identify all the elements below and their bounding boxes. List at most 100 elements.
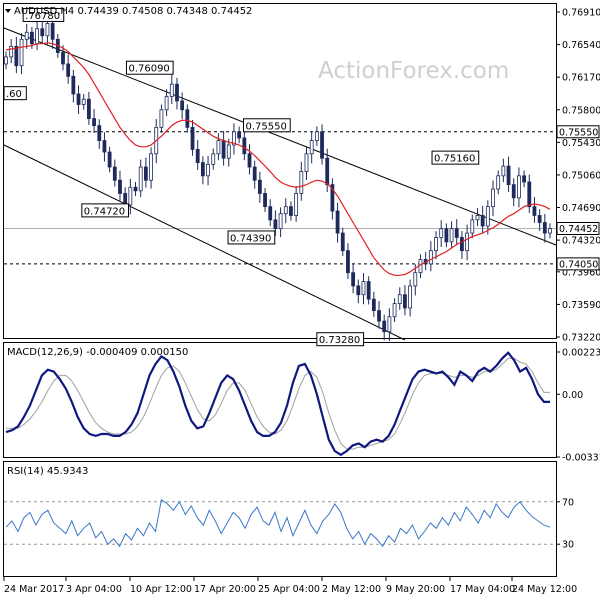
candle-body: [175, 83, 179, 102]
price-ytick-label: 0.76540: [562, 40, 600, 51]
candle-body: [226, 144, 231, 159]
candle-body: [263, 193, 267, 208]
candle-body: [185, 109, 190, 128]
candle-body: [242, 137, 247, 155]
xtick-label: 9 May 20:00: [386, 584, 445, 595]
candle-body: [252, 166, 257, 181]
candle-body: [216, 140, 221, 155]
level-price-label: 0.74050: [559, 259, 598, 270]
watermark: ActionForex.com: [318, 58, 509, 84]
swing-point-box: [3, 86, 27, 101]
candle-body: [346, 250, 350, 274]
candle-body: [268, 206, 273, 221]
candle-body: [159, 109, 164, 128]
candle-body: [149, 153, 153, 181]
candle-body: [449, 228, 454, 243]
candle-body: [133, 186, 138, 192]
candle-body: [387, 316, 392, 333]
swing-point-label: 0.74720: [84, 206, 125, 217]
candle-body: [50, 23, 55, 40]
candle-body: [118, 179, 122, 194]
candle-body: [542, 222, 547, 234]
swing-point-label: 0.75160: [434, 154, 475, 165]
macd-ytick-label: 0.002236: [562, 348, 600, 359]
moving-average-line: [5, 42, 551, 276]
candle-body: [413, 272, 418, 287]
candle-body: [491, 188, 495, 208]
price-ytick-label: 0.73220: [562, 333, 600, 344]
dropdown-triangle-icon[interactable]: [5, 9, 11, 13]
candle-body: [428, 250, 433, 265]
candle-body: [232, 131, 236, 146]
rsi-line: [5, 498, 551, 548]
candle-body: [294, 193, 299, 216]
upper-channel-line: [3, 27, 557, 246]
candle-body: [532, 206, 537, 216]
xtick-label: 17 Apr 20:00: [194, 584, 256, 595]
xtick-label: 24 May 12:00: [512, 584, 577, 595]
price-ytick-label: 0.75060: [562, 170, 600, 181]
candle-body: [195, 148, 200, 164]
candle-body: [506, 165, 511, 186]
candle-body: [14, 45, 19, 67]
candle-body: [314, 131, 319, 141]
swing-point-label: .76780: [25, 11, 60, 22]
candle-body: [548, 228, 552, 234]
candle-body: [278, 213, 283, 230]
candle-body: [335, 210, 340, 234]
macd-header: MACD(12,26,9) -0.000409 0.000150: [7, 347, 188, 358]
candle-body: [107, 151, 112, 168]
price-ytick-label: 0.74690: [562, 203, 600, 214]
candle-body: [123, 193, 128, 206]
current-price-label: 0.74452: [559, 224, 598, 235]
xtick-label: 24 Mar 2017: [4, 584, 64, 595]
candle-body: [320, 131, 324, 159]
swing-point-label: 0.76090: [128, 64, 169, 75]
candle-body: [24, 31, 29, 40]
candle-body: [403, 294, 407, 309]
swing-point-box: [227, 230, 276, 245]
swing-point-box: [316, 332, 365, 347]
macd-ytick-label: -0.003316: [562, 453, 600, 464]
candle-body: [211, 153, 216, 165]
candle-body: [511, 184, 516, 199]
candle-body: [434, 237, 438, 252]
candle-body: [485, 206, 490, 227]
price-ytick-label: 0.76170: [562, 73, 600, 84]
candle-body: [66, 63, 71, 77]
candle-body: [61, 52, 65, 65]
candle-body: [169, 83, 174, 97]
candle-body: [86, 98, 91, 119]
swing-point-box: [125, 60, 174, 75]
candle-body: [304, 153, 309, 172]
candle-body: [283, 206, 288, 215]
macd-line: [5, 351, 550, 457]
rsi-ytick-label: 70: [562, 497, 574, 508]
level-price-label: 0.75550: [559, 127, 598, 138]
candle-body: [4, 56, 8, 65]
candle-body: [92, 118, 96, 127]
candle-body: [309, 140, 314, 155]
candle-body: [128, 186, 133, 206]
candle-body: [325, 157, 330, 186]
candle-body: [501, 165, 506, 177]
price-panel: [3, 3, 557, 339]
candle-body: [9, 45, 14, 58]
candle-body: [397, 294, 402, 304]
candle-body: [366, 281, 371, 300]
candle-body: [460, 237, 464, 252]
candle-body: [35, 28, 39, 45]
swing-point-box: [243, 118, 291, 133]
candle-body: [190, 126, 195, 150]
candle-body: [143, 166, 148, 181]
candle-body: [19, 38, 24, 67]
candle-body: [247, 153, 252, 168]
candle-body: [206, 163, 210, 177]
candle-body: [180, 100, 185, 111]
candle-body: [237, 131, 242, 139]
lower-channel-line: [3, 144, 406, 341]
candle-body: [330, 184, 335, 212]
swing-point-label: 0.73280: [319, 335, 360, 346]
level-price-box: [556, 125, 600, 139]
